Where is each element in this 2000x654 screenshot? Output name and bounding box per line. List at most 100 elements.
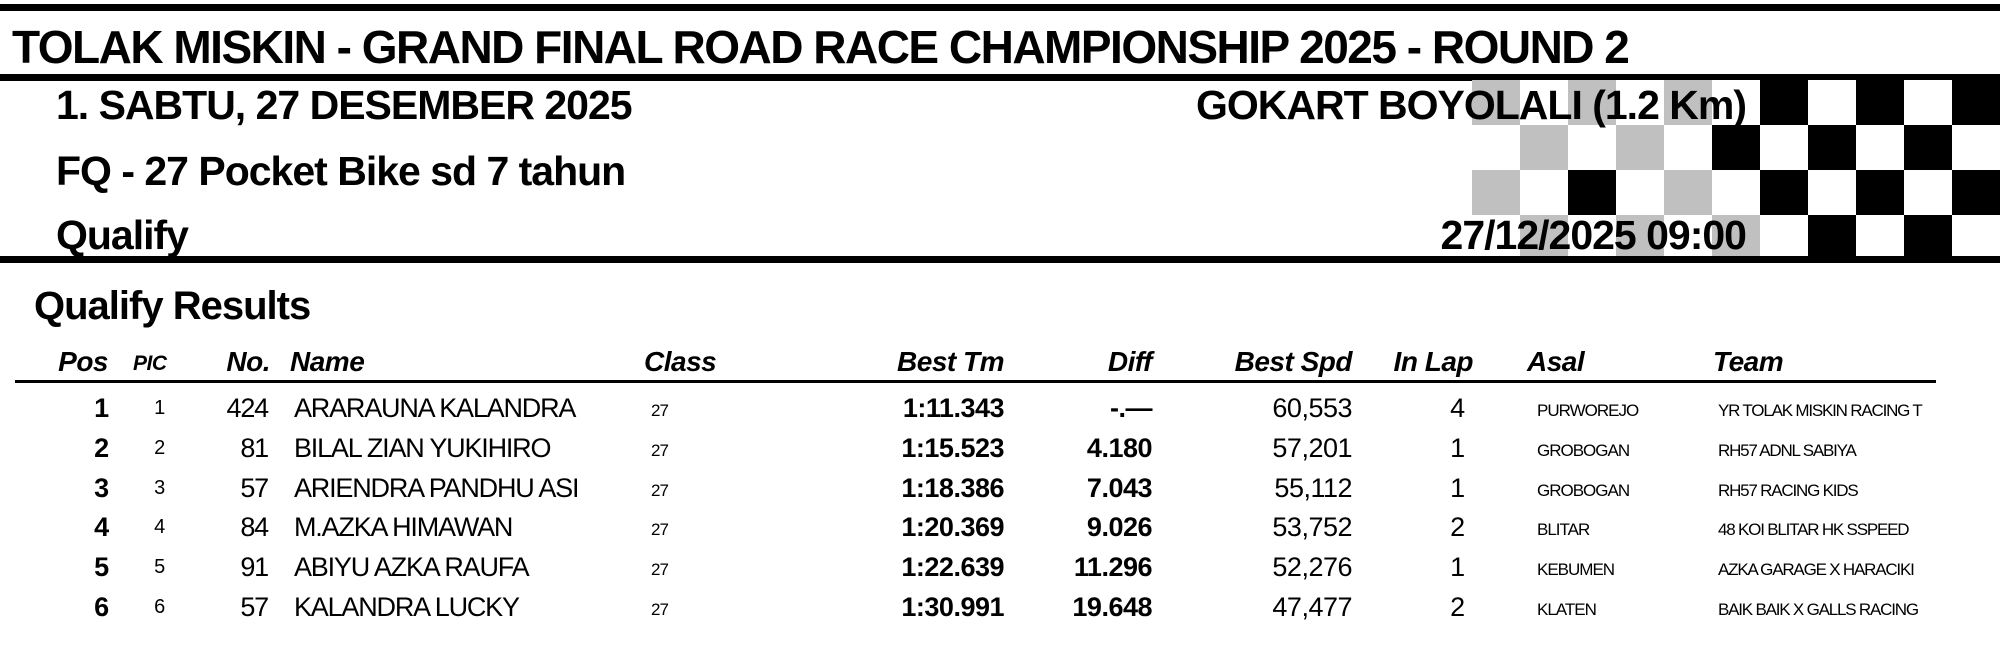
checker-square [1472, 80, 1520, 125]
cell-best-spd: 57,201 [1272, 432, 1352, 463]
cell-diff: 4.180 [1086, 432, 1153, 463]
checker-square [1760, 80, 1808, 125]
col-pic: PIC [133, 352, 167, 375]
checker-square [1712, 125, 1760, 170]
checker-square [1760, 170, 1808, 215]
cell-pos: 3 [94, 472, 109, 503]
cell-name: ARARAUNA KALANDRA [294, 393, 576, 423]
header-bottom-rule [0, 256, 2000, 263]
cell-pos: 2 [94, 432, 109, 463]
table-row: 6 6 57 KALANDRA LUCKY 27 1:30.991 19.648 47,477… [0, 592, 2000, 632]
cell-team: RH57 RACING KIDS [1718, 480, 1859, 500]
checker-square [1904, 215, 1952, 260]
date-line: 1. SABTU, 27 DESEMBER 2025 [56, 82, 633, 128]
cell-name: BILAL ZIAN YUKIHIRO [294, 432, 551, 463]
cell-asal: KLATEN [1537, 600, 1597, 619]
table-row: 4 4 84 M.AZKA HIMAWAN 27 1:20.369 9.026 53,752 2… [0, 512, 2000, 552]
cell-no: 57 [240, 592, 269, 622]
checker-square [1808, 125, 1856, 170]
checker-square [1520, 125, 1568, 170]
checker-square [1808, 80, 1856, 125]
col-diff: Diff [1107, 346, 1153, 377]
checker-square [1952, 80, 2000, 125]
cell-best-tm: 1:22.639 [901, 552, 1004, 583]
cell-team: YR TOLAK MISKIN RACING T [1718, 401, 1923, 420]
cell-class: 27 [651, 520, 669, 540]
checker-square [1616, 215, 1664, 260]
cell-in-lap: 2 [1450, 592, 1465, 622]
checker-square [1808, 170, 1856, 215]
title-rule [0, 74, 2000, 81]
table-row: 1 1 424 ARARAUNA KALANDRA 27 1:11.343 -.— 60,55… [0, 393, 2000, 433]
cell-team: BAIK BAIK X GALLS RACING [1718, 600, 1919, 619]
cell-name: KALANDRA LUCKY [294, 592, 520, 622]
top-rule [0, 4, 2000, 11]
cell-best-tm: 1:15.523 [901, 432, 1004, 463]
checker-square [1904, 170, 1952, 215]
cell-pos: 4 [94, 512, 109, 543]
checker-square [1952, 125, 2000, 170]
cell-pos: 1 [94, 393, 109, 423]
cell-diff: 7.043 [1086, 472, 1153, 503]
cell-no: 84 [240, 512, 269, 543]
results-title: Qualify Results [34, 284, 311, 328]
col-class: Class [644, 346, 717, 377]
cell-diff: 9.026 [1086, 512, 1153, 543]
cell-best-spd: 52,276 [1272, 552, 1352, 583]
checker-square [1856, 170, 1904, 215]
table-header-rule [15, 380, 1936, 383]
cell-in-lap: 1 [1450, 552, 1465, 583]
event-title: TOLAK MISKIN - GRAND FINAL ROAD RACE CHA… [12, 21, 1630, 73]
cell-class: 27 [651, 401, 669, 420]
checkered-flag-graphic [1472, 80, 2000, 260]
col-pos: Pos [58, 346, 108, 377]
cell-best-tm: 1:11.343 [902, 393, 1005, 423]
checker-square [1856, 125, 1904, 170]
checker-square [1568, 125, 1616, 170]
cell-asal: BLITAR [1537, 520, 1590, 540]
checker-square [1568, 80, 1616, 125]
cell-asal: GROBOGAN [1537, 440, 1630, 460]
checker-square [1808, 215, 1856, 260]
cell-no: 81 [240, 432, 269, 463]
col-team: Team [1713, 346, 1784, 377]
cell-no: 57 [240, 472, 269, 503]
checker-square [1664, 125, 1712, 170]
checker-square [1520, 80, 1568, 125]
checker-square [1712, 215, 1760, 260]
checker-square [1616, 80, 1664, 125]
session-datetime: 27/12/2025 09:00 [1440, 212, 1747, 258]
col-in-lap: In Lap [1393, 346, 1474, 377]
checker-square [1760, 125, 1808, 170]
checker-square [1712, 80, 1760, 125]
cell-no: 424 [226, 393, 270, 423]
cell-pos: 5 [94, 552, 109, 583]
checker-square [1520, 215, 1568, 260]
cell-best-spd: 47,477 [1272, 592, 1352, 622]
session-name: Qualify [56, 212, 189, 258]
cell-best-tm: 1:30.991 [901, 592, 1004, 622]
cell-diff: 11.296 [1073, 552, 1153, 583]
cell-best-tm: 1:20.369 [901, 512, 1004, 543]
cell-pic: 2 [154, 436, 165, 459]
cell-best-spd: 55,112 [1274, 472, 1352, 503]
cell-diff: -.— [1110, 393, 1153, 423]
checker-square [1568, 215, 1616, 260]
cell-best-spd: 53,752 [1272, 512, 1352, 543]
cell-asal: KEBUMEN [1537, 560, 1615, 580]
checker-square [1616, 170, 1664, 215]
event-class: FQ - 27 Pocket Bike sd 7 tahun [56, 148, 626, 194]
checker-square [1472, 215, 1520, 260]
checker-square [1856, 80, 1904, 125]
table-row: 5 5 91 ABIYU AZKA RAUFA 27 1:22.639 11.296 52,2… [0, 552, 2000, 592]
cell-class: 27 [651, 480, 669, 500]
cell-name: ARIENDRA PANDHU ASI [294, 472, 579, 503]
cell-pic: 1 [154, 397, 165, 419]
cell-team: 48 KOI BLITAR HK SSPEED [1718, 520, 1910, 540]
checker-square [1664, 215, 1712, 260]
cell-name: ABIYU AZKA RAUFA [294, 552, 530, 583]
checker-square [1568, 170, 1616, 215]
checker-square [1472, 125, 1520, 170]
checker-square [1952, 215, 2000, 260]
cell-no: 91 [240, 552, 269, 583]
